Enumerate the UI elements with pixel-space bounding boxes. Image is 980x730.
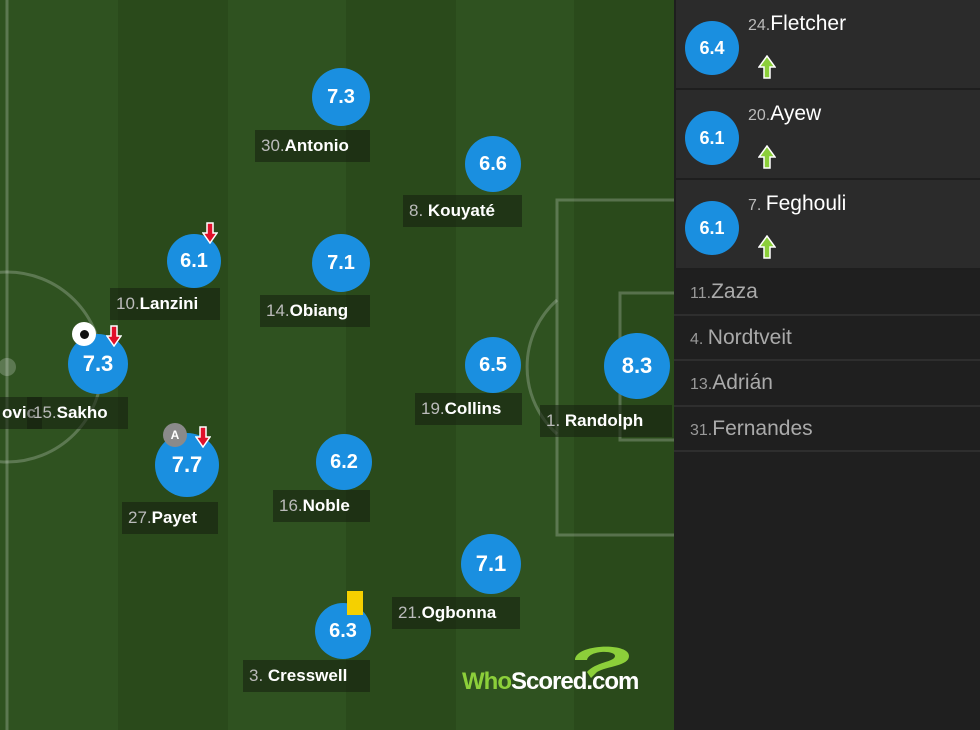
sub-off-arrow-icon bbox=[201, 222, 219, 245]
player-label[interactable]: 1. Randolph bbox=[540, 405, 672, 437]
rating-circle[interactable]: 7.1 bbox=[312, 234, 370, 292]
player-label[interactable]: 8. Kouyaté bbox=[403, 195, 522, 227]
sub-on-arrow-icon bbox=[757, 54, 777, 84]
shirt-number: 7. bbox=[748, 197, 766, 214]
player-name: Fletcher bbox=[770, 12, 847, 35]
player-label[interactable]: 19.Collins bbox=[415, 393, 522, 425]
rating-circle[interactable]: 6.5 bbox=[465, 337, 521, 393]
sub-name: 24.Fletcher bbox=[748, 12, 846, 36]
player-name: Ayew bbox=[770, 102, 822, 125]
sub-row[interactable]: 6.1 20.Ayew bbox=[674, 90, 980, 180]
rating-circle[interactable]: 7.7 bbox=[155, 433, 219, 497]
player-name: Antonio bbox=[284, 136, 349, 155]
player-name: Kouyaté bbox=[427, 201, 495, 220]
rating-circle[interactable]: 7.3 bbox=[312, 68, 370, 126]
sub-off-arrow-icon bbox=[105, 325, 123, 348]
substitutes-panel: 6.4 24.Fletcher 6.1 20.Ayew 6.1 7. Feghouli 1… bbox=[674, 0, 980, 730]
rating-circle[interactable]: 6.1 bbox=[685, 201, 739, 255]
shirt-number: 8. bbox=[409, 201, 428, 220]
player-label[interactable]: 30.Antonio bbox=[255, 130, 370, 162]
shirt-number: 1. bbox=[546, 411, 565, 430]
player-name: Collins bbox=[444, 399, 502, 418]
shirt-number: 30. bbox=[261, 136, 285, 155]
sub-name: 20.Ayew bbox=[748, 102, 821, 126]
player-name: Sakho bbox=[56, 403, 108, 422]
player-label[interactable]: 27.Payet bbox=[122, 502, 218, 534]
player-label[interactable]: 21.Ogbonna bbox=[392, 597, 520, 629]
sub-name: 7. Feghouli bbox=[748, 192, 846, 216]
assist-a-icon: A bbox=[163, 423, 187, 447]
shirt-number: 20. bbox=[748, 107, 771, 124]
bench-row[interactable]: 13.Adrián bbox=[674, 361, 980, 407]
logo-question-icon bbox=[575, 646, 629, 678]
sub-off-arrow-icon bbox=[194, 426, 212, 449]
rating-circle[interactable]: 6.1 bbox=[685, 111, 739, 165]
shirt-number: 13. bbox=[690, 376, 713, 393]
shirt-number: 10. bbox=[116, 294, 140, 313]
player-name: Zaza bbox=[711, 280, 758, 303]
player-name: Payet bbox=[151, 508, 198, 527]
rating-circle[interactable]: 8.3 bbox=[604, 333, 670, 399]
player-label[interactable]: 10.Lanzini bbox=[110, 288, 220, 320]
player-label[interactable]: 16.Noble bbox=[273, 490, 370, 522]
player-label[interactable]: 14.Obiang bbox=[260, 295, 370, 327]
bench-row[interactable]: 31.Fernandes bbox=[674, 407, 980, 452]
logo-who: Who bbox=[462, 668, 512, 695]
shirt-number: 4. bbox=[690, 330, 708, 348]
player-name: Ogbonna bbox=[421, 603, 497, 622]
player-name: Fernandes bbox=[712, 416, 813, 440]
shirt-number: 24. bbox=[748, 17, 771, 34]
player-label[interactable]: 15.Sakho bbox=[27, 397, 128, 429]
sub-on-arrow-icon bbox=[757, 234, 777, 264]
player-name: Noble bbox=[302, 496, 350, 515]
shirt-number: 15. bbox=[33, 403, 57, 422]
shirt-number: 31. bbox=[690, 421, 713, 439]
bench-row[interactable]: 11.Zaza bbox=[674, 270, 980, 316]
player-name: Obiang bbox=[289, 301, 349, 320]
player-name: Feghouli bbox=[765, 192, 847, 215]
player-name: Randolph bbox=[564, 411, 644, 430]
shirt-number: 3. bbox=[249, 666, 268, 685]
sub-on-arrow-icon bbox=[757, 144, 777, 174]
shirt-number: 19. bbox=[421, 399, 445, 418]
shirt-number: 27. bbox=[128, 508, 152, 527]
player-name: Nordtveit bbox=[707, 325, 792, 349]
sub-row[interactable]: 6.4 24.Fletcher bbox=[674, 0, 980, 90]
goal-ball-icon bbox=[72, 322, 96, 346]
sub-row[interactable]: 6.1 7. Feghouli bbox=[674, 180, 980, 270]
logo-scored: Scored bbox=[510, 668, 587, 695]
rating-circle[interactable]: 6.1 bbox=[167, 234, 221, 288]
rating-circle[interactable]: 6.2 bbox=[316, 434, 372, 490]
player-name: Cresswell bbox=[267, 666, 348, 685]
shirt-number: 14. bbox=[266, 301, 290, 320]
rating-circle[interactable]: 7.1 bbox=[461, 534, 521, 594]
whoscored-logo: WhoScored.com bbox=[462, 646, 639, 696]
shirt-number: 16. bbox=[279, 496, 303, 515]
player-label[interactable]: 3. Cresswell bbox=[243, 660, 370, 692]
bench-row[interactable]: 4. Nordtveit bbox=[674, 316, 980, 361]
player-name: Adrián bbox=[712, 371, 773, 394]
yellow-card-icon bbox=[347, 591, 363, 615]
shirt-number: 21. bbox=[398, 603, 422, 622]
rating-circle[interactable]: 6.4 bbox=[685, 21, 739, 75]
pitch: ovic 7.3 30.Antonio 6.6 8. Kouyaté 6.1 10.Lan… bbox=[0, 0, 674, 730]
shirt-number: 11. bbox=[690, 285, 712, 302]
player-name: Lanzini bbox=[139, 294, 199, 313]
rating-circle[interactable]: 6.6 bbox=[465, 136, 521, 192]
